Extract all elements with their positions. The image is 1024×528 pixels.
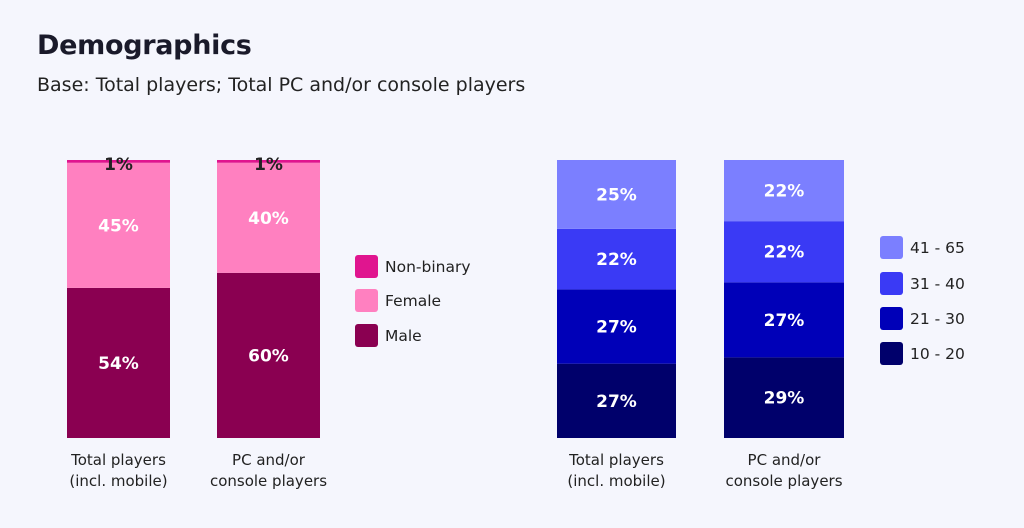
chart-0: 54% 45% 1% Total players (incl. mobile) 60% 40… <box>67 155 471 490</box>
legend-item: 21 - 30 <box>880 307 965 330</box>
bar-segment-10-20 <box>557 363 676 438</box>
bar-segment-non-binary <box>217 160 320 163</box>
category-label: console players <box>210 472 327 490</box>
category-label: (incl. mobile) <box>69 472 167 490</box>
bar-segment-male <box>67 287 170 438</box>
legend-swatch <box>880 342 903 365</box>
page-subtitle: Base: Total players; Total PC and/or con… <box>37 74 526 96</box>
data-label: 25% <box>596 185 637 205</box>
bar-segment-10-20 <box>724 357 844 438</box>
legend-swatch <box>880 272 903 295</box>
legend-item: 41 - 65 <box>880 236 965 259</box>
data-label: 22% <box>596 250 637 270</box>
data-label: 27% <box>596 392 637 412</box>
legend-swatch <box>355 289 378 312</box>
page-title: Demographics <box>37 30 252 61</box>
legend-item: Non-binary <box>355 255 471 278</box>
legend-item: Female <box>355 289 441 312</box>
data-label: 60% <box>248 346 289 366</box>
data-label: 1% <box>104 155 133 175</box>
legend-swatch <box>355 324 378 347</box>
bar-segment-41-65 <box>724 160 844 222</box>
legend-item: Male <box>355 324 422 347</box>
legend-swatch <box>880 236 903 259</box>
data-label: 22% <box>764 243 805 263</box>
data-label: 27% <box>596 318 637 338</box>
legend-label: Female <box>385 292 441 310</box>
bar-segment-31-40 <box>557 228 676 290</box>
bar-segment-21-30 <box>557 289 676 364</box>
legend-label: 31 - 40 <box>910 275 965 293</box>
category-label: console players <box>725 472 842 490</box>
category-label: (incl. mobile) <box>567 472 665 490</box>
data-label: 54% <box>98 354 139 374</box>
data-label: 29% <box>764 389 805 409</box>
bar-segment-female <box>67 162 170 288</box>
bar-segment-31-40 <box>724 221 844 283</box>
bar-segment-male <box>217 272 320 438</box>
data-label: 1% <box>254 155 283 175</box>
data-label: 45% <box>98 216 139 236</box>
legend-label: 41 - 65 <box>910 239 965 257</box>
data-label: 27% <box>764 311 805 331</box>
legend-label: 21 - 30 <box>910 310 965 328</box>
data-label: 40% <box>248 209 289 229</box>
legend-label: 10 - 20 <box>910 345 965 363</box>
category-label: PC and/or <box>232 451 306 469</box>
category-label: Total players <box>70 451 166 469</box>
bar-segment-41-65 <box>557 160 676 229</box>
category-label: Total players <box>568 451 664 469</box>
legend-item: 10 - 20 <box>880 342 965 365</box>
legend-label: Non-binary <box>385 258 471 276</box>
bar-segment-21-30 <box>724 282 844 358</box>
data-label: 22% <box>764 182 805 202</box>
legend-swatch <box>355 255 378 278</box>
legend-swatch <box>880 307 903 330</box>
chart-1: 27% 27% 22% 25% Total players (incl. mobile) 2… <box>557 160 965 490</box>
category-label: PC and/or <box>748 451 822 469</box>
legend-label: Male <box>385 327 422 345</box>
legend-item: 31 - 40 <box>880 272 965 295</box>
bar-segment-non-binary <box>67 160 170 163</box>
bar-segment-female <box>217 162 320 273</box>
